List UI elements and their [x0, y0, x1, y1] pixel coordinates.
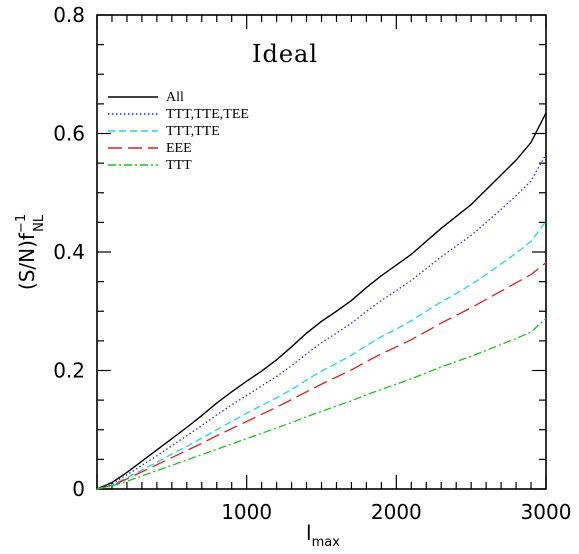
y-tick-label: 0.6 [53, 122, 85, 146]
y-tick-label: 0.4 [53, 240, 85, 264]
y-axis-label-main: (S/N)f [15, 232, 39, 290]
y-tick-label: 0.8 [53, 3, 85, 27]
axis-ticks [96, 14, 547, 490]
series-line-2 [96, 220, 547, 490]
series-lines [96, 112, 547, 490]
y-axis-label: (S/N)f−1 NL [14, 214, 47, 290]
legend-label-0: All [166, 90, 184, 105]
series-line-1 [96, 153, 547, 490]
legend-label-2: TTT,TTE [166, 124, 220, 139]
legend: All TTT,TTE,TEE TTT,TTE EEE TTT [108, 90, 249, 173]
plot-border [96, 14, 547, 490]
legend-label-4: TTT [166, 158, 192, 173]
y-axis-label-sup: −1 [14, 214, 29, 233]
y-axis-label-sub: NL [32, 214, 47, 232]
y-tick-label: 0.2 [53, 359, 85, 383]
series-line-4 [96, 317, 547, 490]
series-line-0 [96, 112, 547, 490]
legend-label-3: EEE [166, 141, 192, 156]
x-axis-label-sub: max [312, 535, 341, 550]
tick-labels: 1000 2000 3000 0 0.2 0.4 0.6 0.8 [53, 3, 571, 524]
chart-annotation: Ideal [252, 40, 318, 68]
plot-frame [96, 14, 547, 490]
legend-label-1: TTT,TTE,TEE [166, 107, 249, 122]
x-tick-label: 3000 [521, 500, 572, 524]
x-axis-label: lmax [306, 521, 340, 550]
series-line-3 [96, 262, 547, 490]
x-tick-label: 1000 [221, 500, 272, 524]
y-tick-label: 0 [72, 477, 85, 501]
x-tick-label: 2000 [371, 500, 422, 524]
x-axis-label-main: l [306, 521, 312, 545]
